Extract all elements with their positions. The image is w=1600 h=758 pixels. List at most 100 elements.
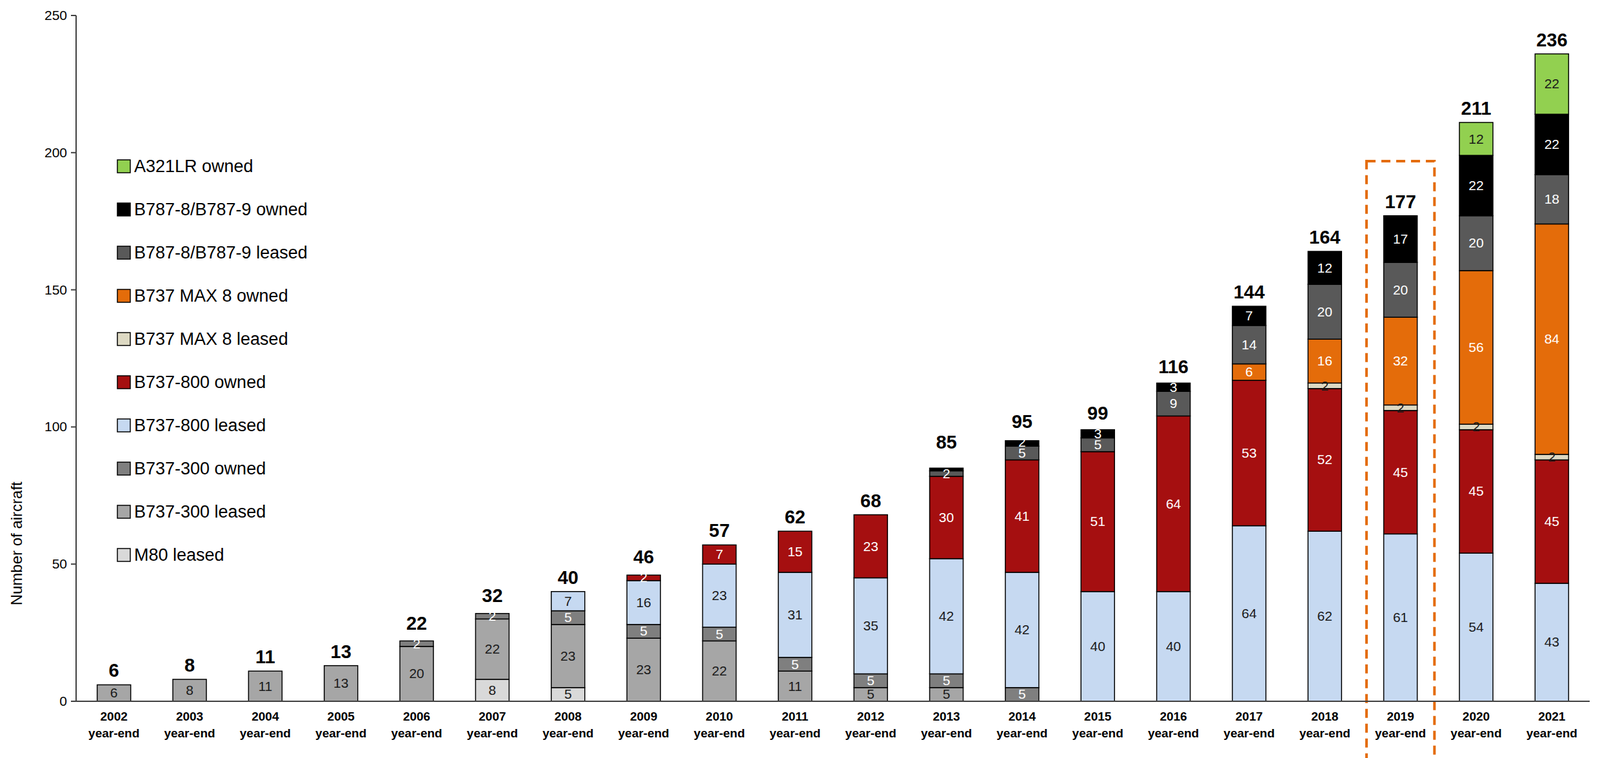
data-label: 14	[1241, 337, 1257, 353]
bar-segment	[778, 531, 812, 573]
data-label: 5	[791, 657, 800, 672]
bar-segment	[1307, 339, 1342, 384]
total-label: 46	[633, 546, 654, 568]
data-label: 7	[715, 546, 724, 562]
data-label: 20	[1317, 304, 1333, 320]
bar-segment	[172, 679, 207, 680]
legend-swatch	[117, 419, 131, 433]
x-tick-label: 2003year-end	[163, 710, 215, 741]
legend-swatch	[117, 332, 131, 346]
y-tick	[70, 14, 77, 17]
x-tick-line: 2016	[1159, 710, 1187, 724]
x-tick-line: year-end	[163, 726, 215, 741]
x-tick-line: year-end	[1223, 726, 1275, 741]
bar-segment	[172, 679, 207, 680]
bar-segment	[1232, 526, 1266, 702]
bar-segment	[702, 544, 736, 546]
bar-segment	[248, 671, 282, 672]
bar-segment	[172, 679, 207, 680]
data-label: 2	[639, 570, 648, 585]
bar-segment	[1232, 325, 1266, 365]
x-tick-line: 2013	[932, 710, 960, 724]
x-tick-label: 2002year-end	[88, 710, 140, 741]
bar-segment	[1156, 415, 1191, 592]
bar-segment	[1307, 284, 1342, 340]
x-tick-label: 2009year-end	[618, 710, 670, 741]
legend-swatch	[117, 203, 131, 217]
data-label: 23	[560, 648, 576, 664]
legend-label: B737-300 leased	[134, 502, 266, 522]
x-tick-line: year-end	[390, 726, 442, 741]
x-tick-line: year-end	[88, 726, 140, 741]
total-label: 144	[1233, 281, 1265, 303]
x-tick-line: year-end	[1299, 726, 1351, 741]
x-tick-line: year-end	[1526, 726, 1578, 741]
data-label: 8	[185, 682, 194, 698]
bar-segment	[97, 684, 131, 702]
bar-segment	[248, 671, 282, 672]
total-label: 68	[860, 490, 881, 512]
x-tick-label: 2007year-end	[466, 710, 518, 741]
bar-segment	[778, 671, 812, 702]
x-tick-label: 2010year-end	[693, 710, 745, 741]
bar-segment	[248, 671, 282, 672]
bar-segment	[172, 679, 207, 680]
bar-segment	[1307, 388, 1342, 532]
data-label: 17	[1392, 231, 1408, 247]
data-label: 2	[488, 608, 497, 624]
y-axis-title: Number of aircraft	[7, 481, 26, 606]
y-tick	[70, 426, 77, 428]
x-axis	[76, 701, 1590, 703]
x-tick-line: 2020	[1462, 710, 1490, 724]
data-label: 5	[715, 626, 724, 642]
legend-label: B737 MAX 8 owned	[134, 286, 289, 306]
bar-segment	[551, 591, 585, 593]
y-tick-label: 250	[44, 7, 68, 23]
legend: A321LR ownedB787-8/B787-9 ownedB787-8/B7…	[117, 156, 308, 565]
bar-segment	[1156, 592, 1191, 702]
y-tick-label: 50	[52, 556, 68, 572]
data-label: 2	[412, 636, 421, 652]
bar-segment	[1232, 364, 1266, 382]
bar-segment	[1156, 391, 1191, 416]
bar-segment	[324, 665, 358, 667]
data-label: 7	[564, 593, 573, 609]
data-label: 5	[639, 623, 648, 639]
bar-segment	[248, 671, 282, 672]
data-label: 3	[1093, 426, 1102, 442]
data-label: 5	[564, 610, 573, 625]
bar-segment	[475, 619, 509, 680]
bar-segment	[1005, 572, 1039, 689]
total-label: 236	[1536, 29, 1568, 51]
x-tick-line: year-end	[239, 726, 291, 741]
x-tick-line: 2017	[1235, 710, 1263, 724]
bar-segment	[1459, 216, 1493, 271]
y-tick-label: 150	[44, 282, 68, 298]
data-label: 16	[1317, 353, 1333, 369]
data-label: 61	[1392, 610, 1408, 625]
data-label: 13	[333, 675, 349, 691]
legend-label: B737-300 owned	[134, 459, 266, 479]
data-label: 40	[1090, 639, 1106, 654]
bar-segment	[172, 679, 207, 702]
bar-segment	[1459, 122, 1493, 156]
data-label: 2	[1018, 434, 1027, 450]
data-label: 5	[1018, 686, 1027, 702]
data-label: 45	[1392, 464, 1408, 480]
data-label: 6	[110, 685, 119, 701]
bar-segment	[1080, 452, 1115, 593]
bar-segment	[1534, 174, 1569, 225]
x-tick-label: 2012year-end	[845, 710, 897, 741]
data-label: 64	[1165, 496, 1182, 512]
data-label: 12	[1317, 260, 1333, 276]
total-label: 99	[1087, 403, 1108, 424]
x-tick-line: year-end	[1072, 726, 1124, 741]
x-tick-label: 2006year-end	[390, 710, 442, 741]
bar-segment	[1534, 459, 1569, 584]
bar-segment	[1080, 592, 1115, 702]
total-label: 85	[935, 432, 957, 453]
total-label: 57	[708, 520, 730, 542]
legend-label: B787-8/B787-9 owned	[134, 199, 308, 220]
total-label: 22	[406, 613, 427, 634]
bar-segment	[778, 531, 812, 533]
